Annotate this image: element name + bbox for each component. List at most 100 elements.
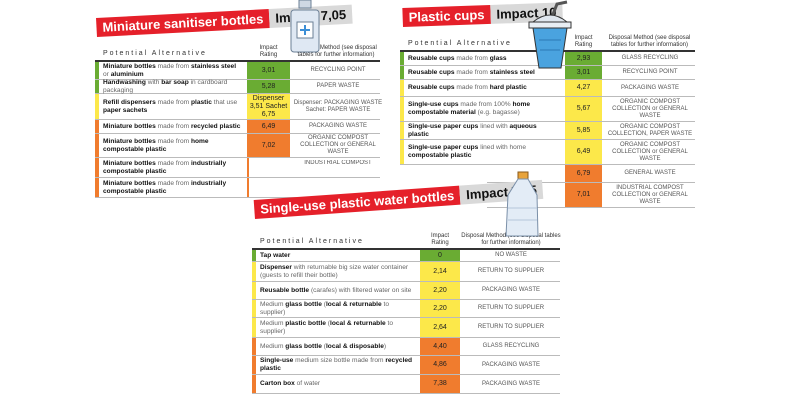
alternative-keyword: Reusable cups [408,68,455,76]
alternative-detail: (carafes) with filtered water on site [309,286,412,294]
alternative-keyword: glass bottle [285,342,322,350]
table-row: 7,01 INDUSTRIAL COMPOST COLLECTION or GEN… [487,183,695,208]
alternative-detail: in cardboard packaging [103,78,228,94]
table-row: Miniature bottles made from stainless st… [95,62,380,80]
impact-rating: 6,49 [247,120,290,133]
alternative-keyword: Single-use paper cups [408,122,479,130]
rating-color-bar [400,66,404,79]
disposal-method: RETURN TO SUPPLIER [477,305,545,311]
disposal-method: PACKAGING WASTE [481,380,540,387]
alternative-keyword: Refill dispensers [103,98,156,106]
alternative-description: Carton box of water [260,380,320,388]
alternative-keyword: Single-use paper cups [408,144,479,151]
alternative-detail: with [145,78,162,86]
impact-rating: 3,01 [247,62,290,79]
alternative-keyword: Dispenser [260,263,292,271]
rating-color-bar [95,120,99,133]
table-row: Single-use medium size bottle made from … [252,356,560,375]
alternative-keyword: Reusable bottle [260,286,310,294]
header-rating: Impact Rating [430,233,449,246]
header-divider [95,60,380,62]
alternative-keyword: Single-use cups [408,101,459,108]
alternative-keyword: stainless steel [489,68,535,76]
impact-rating: 2,20 [420,300,460,317]
table-row: Miniature bottles made from industrially… [95,158,380,178]
header-rating: Impact Rating [574,35,593,48]
alternative-keyword: Miniature bottles [103,122,156,130]
alternative-keyword: recycled plastic [260,357,413,372]
alternative-text: Medium glass bottle (local & disposable) [260,338,414,355]
alternative-text: Tap water [260,250,414,261]
alternative-description: Medium plastic bottle (local & returnabl… [260,320,414,336]
rating-color-bar [252,375,256,393]
impact-rating: 7,38 [420,375,460,393]
impact-rating: 4,27 [565,80,602,96]
alternative-description: Tap water [260,252,290,260]
alternative-keyword: local & disposable [325,342,384,350]
alternative-keyword: aqueous plastic [408,122,537,138]
alternative-text: Single-use cups made from 100% home comp… [408,97,559,121]
table-row: Reusable cups made from stainless steel 3… [400,66,695,80]
disposal-method: PACKAGING WASTE [620,84,679,91]
alternative-keyword: Single-use [260,357,294,364]
alternative-description: Single-use paper cups lined with home co… [408,144,559,160]
alternative-detail: made from [155,122,191,130]
alternative-detail: ) [383,342,387,350]
alternative-detail: ( [321,342,326,350]
alternative-text: Single-use paper cups lined with aqueous… [408,122,559,139]
rating-color-bar [400,122,404,139]
rating-color-bar [400,140,404,164]
rating-color-bar [252,356,256,374]
alternative-description: Miniature bottles made from recycled pla… [103,123,240,131]
alternative-detail: that use [211,98,238,106]
impact-rating: 7,01 [565,183,602,207]
alternative-text: Medium glass bottle (local & returnable … [260,300,414,317]
alternative-keyword: glass [489,54,507,62]
disposal-method: ORGANIC COMPOST COLLECTION or GENERAL WA… [612,141,688,162]
disposal-method: INDUSTRIAL COMPOST COLLECTION or GENERAL… [612,184,688,205]
alternative-text: Medium plastic bottle (local & returnabl… [260,318,414,337]
disposal-method: RETURN TO SUPPLIER [477,324,545,330]
disposal-method: RECYCLING POINT [310,67,366,73]
alternative-text: Reusable cups made from stainless steel [408,66,559,79]
table-row: Medium plastic bottle (local & returnabl… [252,318,560,338]
disposal-method: ORGANIC COMPOST COLLECTION, PAPER WASTE [607,123,693,137]
alternative-keyword: Miniature bottles [103,62,156,70]
table-row: Reusable bottle (carafes) with filtered … [252,282,560,300]
table-row: Miniature bottles made from recycled pla… [95,120,380,134]
alternative-text: Miniature bottles made from industrially… [103,158,241,177]
alternative-description: Reusable bottle (carafes) with filtered … [260,287,411,295]
alternative-keyword: glass bottle [285,300,322,308]
alternative-keyword: hard plastic [489,84,527,91]
impact-rating: 2,14 [420,262,460,281]
table-row: Miniature bottles made from industrially… [95,178,380,198]
alternative-description: Miniature bottles made from industrially… [103,180,241,196]
disposal-method: PACKAGING WASTE [481,287,540,293]
impact-rating: 5,85 [565,122,602,139]
alternative-text: Reusable cups made from glass [408,52,559,65]
rating-color-bar [95,80,99,93]
impact-rating [247,158,290,177]
impact-rating: 2,64 [420,318,460,337]
table-row: Carton box of water 7,38 PACKAGING WASTE [252,375,560,394]
alternative-keyword: compostable plastic [408,152,472,159]
alternative-detail: Medium [260,342,286,350]
impact-rating: 5,67 [565,97,602,121]
header-alternative: Potential Alternative [260,238,364,245]
rating-color-bar [252,262,256,281]
alternative-keyword: industrially compostable plastic [103,179,227,195]
disposal-method: RECYCLING POINT [622,69,678,75]
alternative-keyword: home compostable material [408,101,531,116]
table-row: Medium glass bottle (local & returnable … [252,300,560,318]
header-disposal: Disposal Method (see disposal tables for… [608,35,691,48]
table-row: Medium glass bottle (local & disposable)… [252,338,560,356]
impact-rating: Dispenser 3,51 Sachet 6,75 [247,94,290,119]
alternative-text: Miniature bottles made from home compost… [103,134,241,157]
header-rating: Impact Rating [259,45,278,58]
alternative-text: Reusable bottle (carafes) with filtered … [260,282,414,299]
alternative-detail: made from [155,137,191,145]
alternative-detail: to supplier) [260,300,390,316]
rating-color-bar [252,338,256,355]
rating-color-bar [252,300,256,317]
rating-color-bar [400,80,404,96]
